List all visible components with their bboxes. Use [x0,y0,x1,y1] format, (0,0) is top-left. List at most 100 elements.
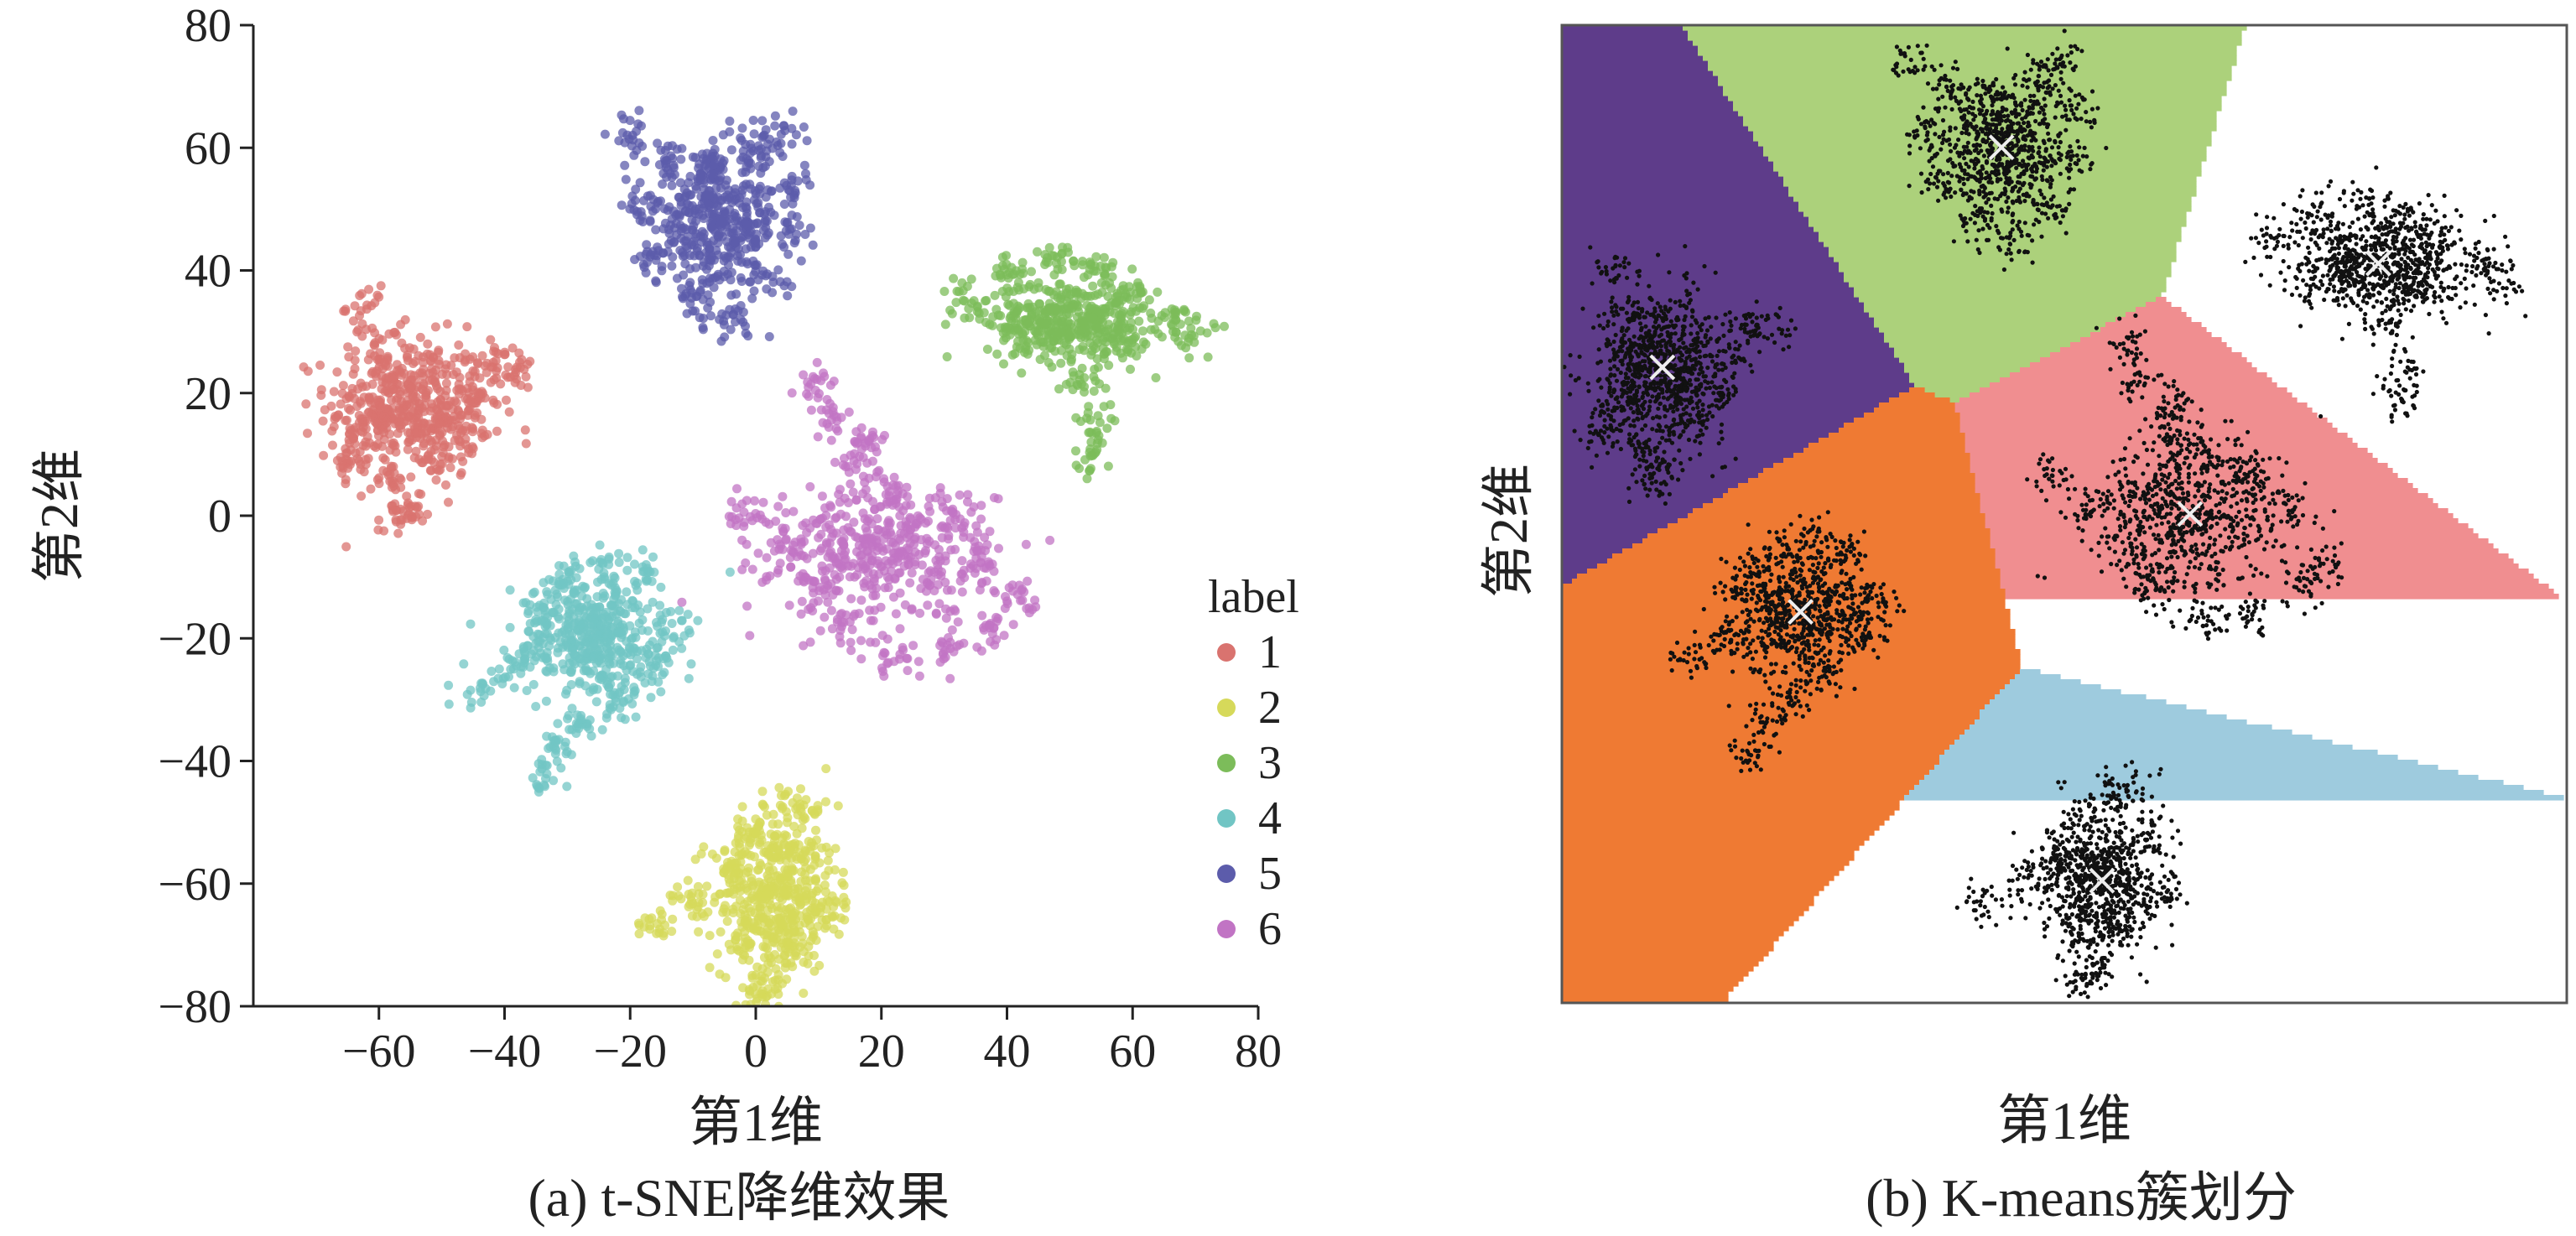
region-cell [1562,634,2016,640]
point [367,379,377,389]
point [614,558,624,568]
point [957,556,967,566]
point [606,580,617,590]
point [582,594,592,604]
point [563,642,573,652]
point [655,600,665,610]
point [380,387,390,397]
point [1684,356,1689,361]
region-cell [1562,569,1588,574]
point [364,392,374,402]
point [653,138,663,148]
point [669,160,679,170]
point [1041,257,1051,267]
point [419,441,429,451]
point [554,569,565,579]
point [1624,310,1629,315]
point [348,369,358,379]
point [799,577,809,587]
point [1681,428,1686,434]
point [568,657,578,667]
point [1065,327,1075,337]
point [388,440,398,450]
point [871,472,881,482]
point [752,997,762,1006]
point [1631,418,1637,423]
point [1061,379,1071,389]
point [614,136,624,146]
region-cell [1824,241,2177,247]
point [976,579,986,589]
point [1647,408,1652,413]
point [423,509,433,519]
point [444,454,454,464]
point [1052,315,1062,325]
point [1000,322,1010,332]
point [889,472,899,482]
point [1052,258,1061,268]
point [814,596,823,606]
point [766,953,776,963]
point [332,367,342,377]
region-cell [1874,322,2106,328]
point [610,573,620,583]
point [817,543,826,553]
region-cell [1768,156,2207,162]
point [556,763,566,773]
region-cell [1562,231,1819,237]
point [786,878,796,888]
point [611,610,622,620]
region-cell [1718,80,2227,86]
region-cell [1703,503,1980,509]
point [1678,299,1683,304]
region-cell [1562,563,1598,569]
point [980,532,990,543]
point [1647,296,1652,301]
point [1099,354,1109,364]
point [1647,404,1652,409]
point [1590,415,1595,420]
region-cell [1718,75,2232,81]
point [1040,250,1050,260]
region-cell [1562,548,1623,554]
region-cell [1562,226,1814,232]
point [684,281,695,290]
point [843,461,853,471]
point [554,612,563,622]
point [1064,335,1075,345]
point [403,510,413,520]
point [546,635,556,645]
point [423,339,433,349]
point [525,356,535,366]
point [817,491,827,501]
region-cell [1909,387,1925,393]
point [685,264,695,274]
point [705,244,715,254]
point [1578,438,1583,443]
point [950,523,960,533]
point [859,579,869,588]
region-cell [1949,745,2353,750]
series-5 [600,106,818,346]
point [636,662,646,672]
region-cell [1980,503,2438,509]
region-cell [1562,96,1729,101]
region-cell [1562,211,1804,217]
region-cell [1562,126,1749,132]
point [1614,378,1620,383]
point [846,646,856,656]
point [840,903,851,913]
point [820,590,830,600]
point [716,183,726,193]
point [585,724,595,734]
point [805,180,815,190]
point [1689,323,1694,328]
region-cell [1562,86,1724,91]
point [493,349,503,359]
region-cell [2020,669,2041,675]
point [969,296,979,306]
point [858,471,868,481]
point [434,465,444,475]
point [895,588,905,598]
